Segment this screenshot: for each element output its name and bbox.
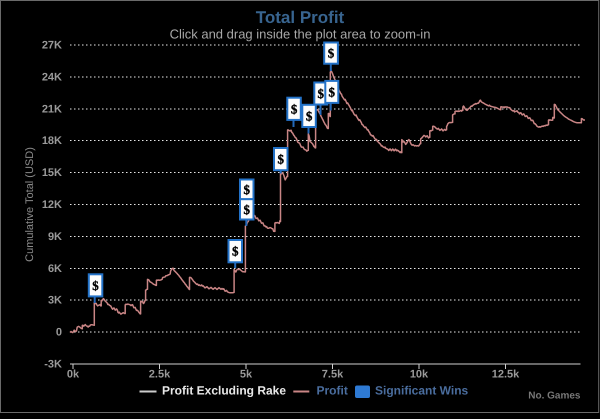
svg-text:$: $ [306, 108, 313, 123]
svg-text:18K: 18K [42, 135, 62, 147]
svg-text:6K: 6K [48, 263, 62, 275]
svg-text:$: $ [232, 244, 239, 259]
svg-text:No. Games: No. Games [528, 391, 581, 402]
svg-text:15K: 15K [42, 167, 62, 179]
svg-text:-3K: -3K [44, 359, 62, 371]
svg-text:12.5k: 12.5k [492, 369, 520, 381]
svg-text:0k: 0k [67, 369, 80, 381]
svg-text:9K: 9K [48, 231, 62, 243]
svg-text:$: $ [329, 84, 336, 99]
svg-text:2.5k: 2.5k [149, 369, 171, 381]
svg-text:$: $ [318, 86, 325, 101]
svg-text:Significant Wins: Significant Wins [375, 384, 469, 398]
svg-text:3K: 3K [48, 295, 62, 307]
svg-text:10k: 10k [410, 369, 429, 381]
svg-text:24K: 24K [42, 71, 62, 83]
svg-text:$: $ [92, 278, 99, 293]
svg-text:Profit: Profit [317, 384, 348, 398]
svg-text:Cumulative Total (USD): Cumulative Total (USD) [24, 147, 36, 262]
svg-text:21K: 21K [42, 103, 62, 115]
svg-text:0: 0 [56, 327, 62, 339]
svg-text:$: $ [328, 46, 335, 61]
svg-text:Profit Excluding Rake: Profit Excluding Rake [162, 384, 286, 398]
svg-text:27K: 27K [42, 40, 62, 52]
svg-text:Total Profit: Total Profit [256, 8, 345, 27]
svg-text:$: $ [244, 202, 251, 217]
svg-text:Click and drag inside the plot: Click and drag inside the plot area to z… [170, 27, 431, 42]
svg-text:$: $ [244, 182, 251, 197]
svg-text:5k: 5k [240, 369, 253, 381]
svg-text:$: $ [278, 152, 285, 167]
svg-text:$: $ [291, 101, 298, 116]
svg-text:7.5k: 7.5k [322, 369, 344, 381]
svg-text:12K: 12K [42, 199, 62, 211]
